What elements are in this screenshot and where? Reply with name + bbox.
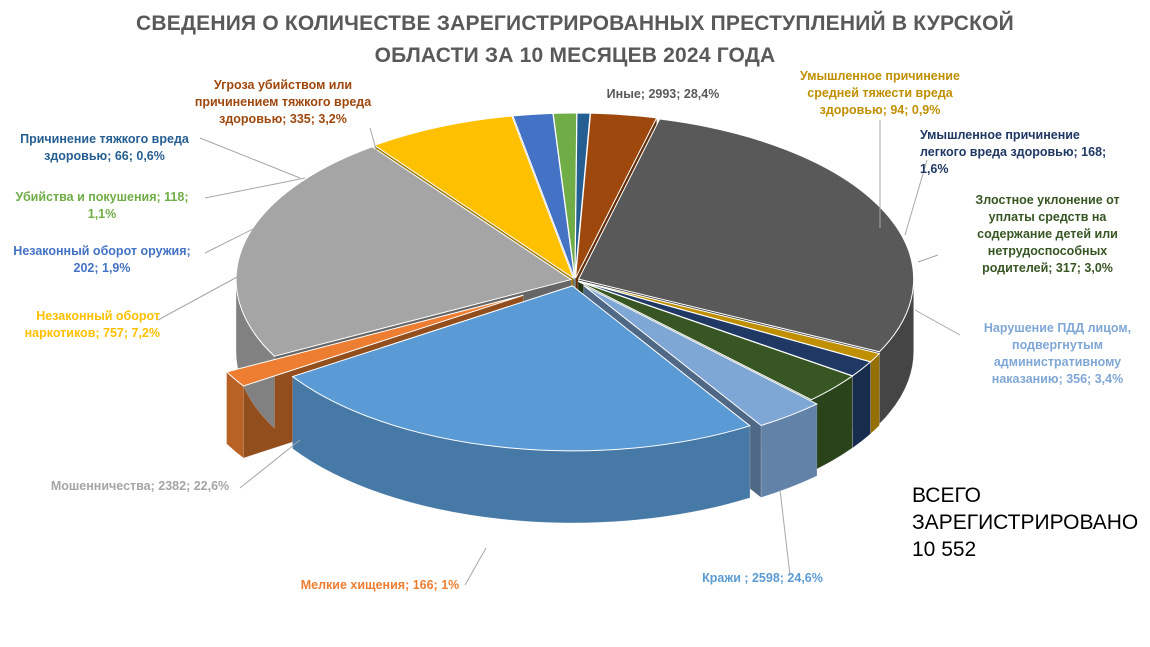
- slice-label-8-line: наркотиков; 757; 7,2%: [24, 326, 160, 340]
- slice-label-1-line: Умышленное причинение: [800, 69, 960, 83]
- slice-label-11-line: Причинение тяжкого вреда: [20, 132, 189, 146]
- slice-label-6: Мелкие хищения; 166; 1%: [280, 577, 480, 594]
- slice-label-4-line: административному: [993, 355, 1122, 369]
- leader-line-12: [369, 127, 383, 171]
- slice-label-12-line: здоровью; 335; 3,2%: [219, 112, 347, 126]
- leader-line-6: [464, 547, 487, 586]
- leader-line-10: [204, 177, 306, 199]
- leader-line-9: [204, 207, 296, 254]
- slice-label-5: Кражи ; 2598; 24,6%: [655, 570, 870, 587]
- slice-label-2-line: Умышленное причинение: [920, 128, 1080, 142]
- slice-label-6-line: Мелкие хищения; 166; 1%: [300, 578, 460, 592]
- pie-slice-6: [225, 294, 524, 387]
- slice-label-4-line: Нарушение ПДД лицом,: [983, 321, 1132, 335]
- slice-label-12-line: Угроза убийством или: [213, 78, 353, 92]
- slice-label-3-line: содержание детей или: [977, 227, 1118, 241]
- slice-label-0: Иные; 2993; 28,4%: [573, 86, 753, 103]
- leader-line-4: [914, 309, 961, 336]
- slice-label-4-line: подвергнутым: [1012, 338, 1103, 352]
- total-line-2: ЗАРЕГИСТРИРОВАНО: [912, 511, 1139, 534]
- slice-label-9: Незаконный оборот оружия; 202; 1,9%: [2, 243, 202, 277]
- slice-label-2: Умышленное причинение легкого вреда здоро…: [920, 127, 1150, 178]
- slice-label-11: Причинение тяжкого вреда здоровью; 66; 0,…: [12, 131, 197, 165]
- pie-slice-8: [373, 115, 575, 280]
- slice-label-1: Умышленное причинение средней тяжести вре…: [790, 68, 970, 119]
- slice-label-7: Мошенничества; 2382; 22,6%: [20, 478, 260, 495]
- leader-lines: [157, 120, 961, 586]
- slice-label-1-line: здоровью; 94; 0,9%: [819, 103, 941, 117]
- total-line-1: ВСЕГО: [912, 484, 982, 507]
- chart-title: СВЕДЕНИЯ О КОЛИЧЕСТВЕ ЗАРЕГИСТРИРОВАННЫХ…: [136, 12, 1014, 67]
- slice-label-12-line: причинением тяжкого вреда: [194, 95, 372, 109]
- pie-tops: [225, 112, 915, 452]
- slice-label-4-line: наказанию; 356; 3,4%: [991, 372, 1124, 386]
- slice-label-0-line: Иные; 2993; 28,4%: [606, 87, 720, 101]
- slice-label-3-line: Злостное уклонение от: [975, 193, 1120, 207]
- slice-label-3: Злостное уклонение от уплаты средств на со…: [960, 192, 1135, 277]
- pie-slice-4: [583, 285, 819, 427]
- slice-label-3-line: уплаты средств на: [988, 210, 1107, 224]
- leader-line-2: [904, 159, 928, 236]
- slice-label-2-line: 1,6%: [920, 162, 949, 176]
- total-line-3: 10 552: [912, 538, 977, 561]
- slice-side-1: [870, 352, 880, 435]
- slice-label-10: Убийства и покушения; 118; 1,1%: [2, 189, 202, 223]
- leader-line-5: [779, 489, 791, 576]
- slice-label-12: Угроза убийством или причинением тяжкого …: [178, 77, 388, 128]
- slice-label-8-line: Незаконный оборот: [36, 309, 160, 323]
- slice-label-7-line: Мошенничества; 2382; 22,6%: [50, 479, 230, 493]
- pie-slice-7: [235, 146, 573, 357]
- pie-slice-12: [575, 112, 658, 279]
- slice-label-9-line: 202; 1,9%: [73, 261, 131, 275]
- slice-label-3-line: нетрудоспособных: [987, 244, 1108, 258]
- pie-slice-3: [577, 280, 854, 401]
- total-registered: ВСЕГО ЗАРЕГИСТРИРОВАНО 10 552: [912, 482, 1138, 563]
- slice-label-5-line: Кражи ; 2598; 24,6%: [702, 571, 823, 585]
- slice-label-4: Нарушение ПДД лицом, подвергнутым админист…: [965, 320, 1150, 388]
- slice-label-1-line: средней тяжести вреда: [807, 86, 953, 100]
- slice-side-6: [226, 371, 244, 459]
- slice-label-2-line: легкого вреда здоровью; 168;: [920, 145, 1107, 159]
- leader-line-8: [157, 269, 251, 321]
- slice-label-9-line: Незаконный оборот оружия;: [13, 244, 191, 258]
- slice-label-10-line: 1,1%: [87, 207, 117, 221]
- pie-slice-0: [577, 118, 915, 353]
- slice-label-3-line: родителей; 317; 3,0%: [982, 261, 1113, 275]
- leader-line-7: [239, 439, 301, 489]
- slice-side-2: [852, 361, 871, 449]
- slice-label-11-line: здоровью; 66; 0,6%: [44, 149, 165, 163]
- slice-label-10-line: Убийства и покушения; 118;: [15, 190, 189, 204]
- leader-line-11: [199, 137, 301, 179]
- leader-line-3: [917, 254, 939, 263]
- pie-slice-5: [291, 285, 751, 452]
- slice-label-8: Незаконный оборот наркотиков; 757; 7,2%: [2, 308, 160, 342]
